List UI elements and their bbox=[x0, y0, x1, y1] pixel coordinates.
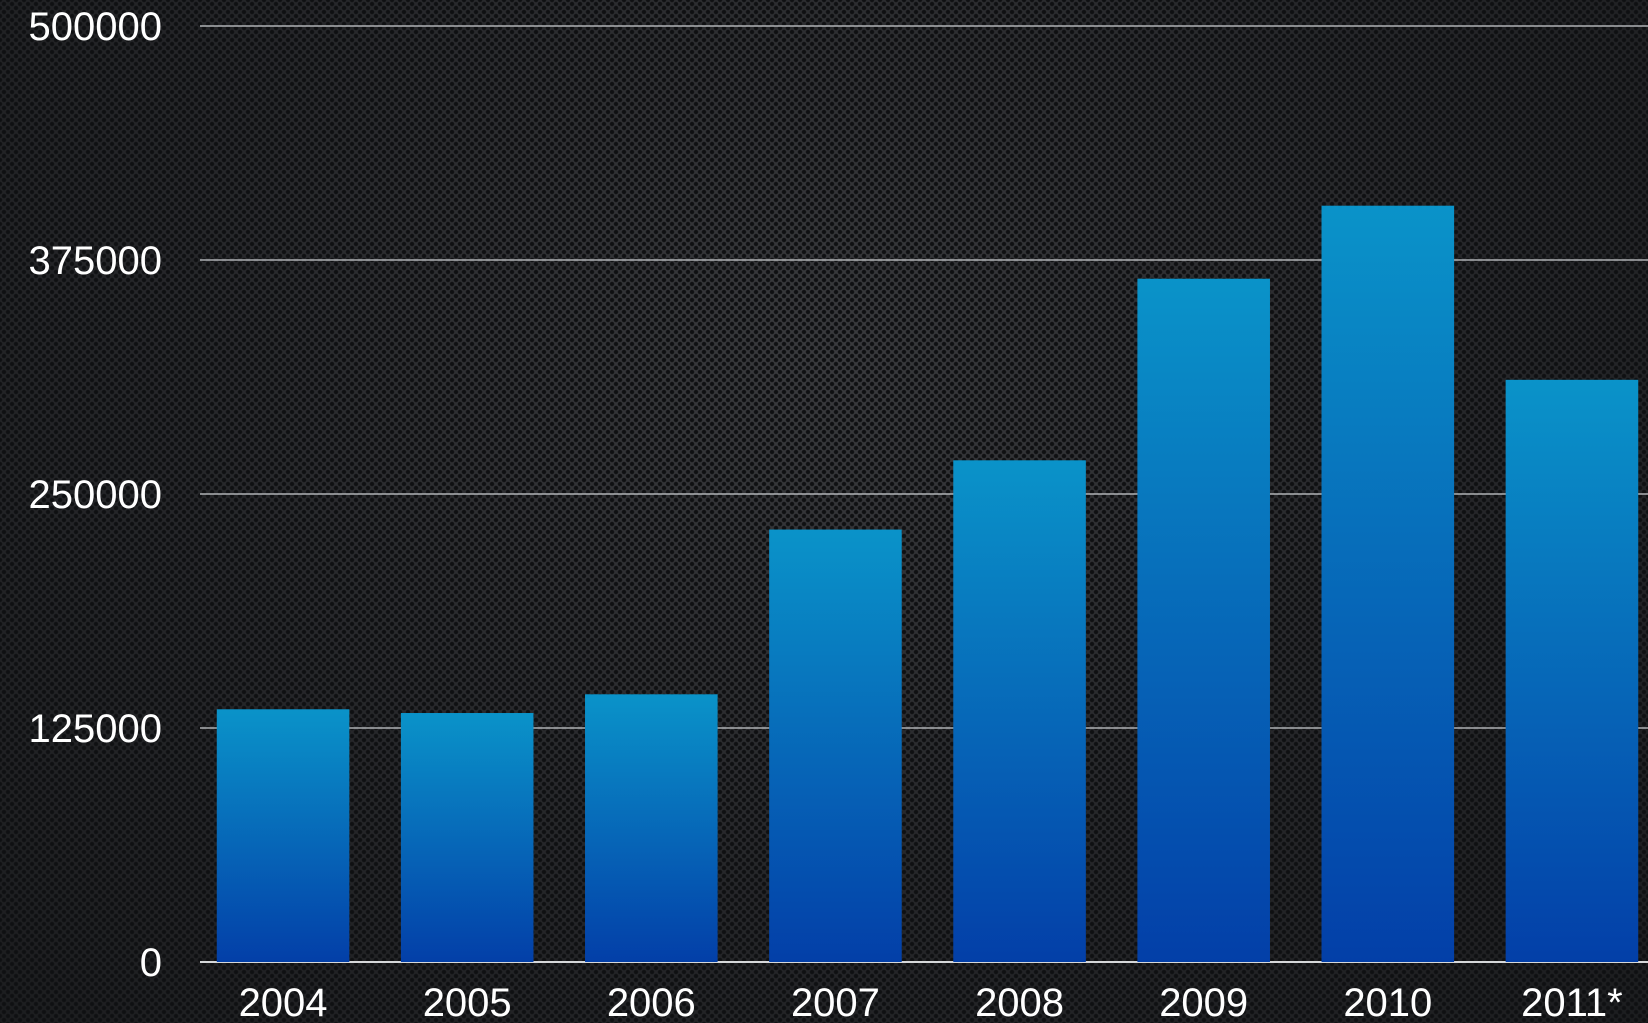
bar-2009 bbox=[1137, 278, 1270, 963]
bar-2007 bbox=[769, 529, 902, 962]
y-tick-label: 125000 bbox=[29, 707, 162, 751]
bar-2004 bbox=[216, 709, 350, 962]
bar-2010 bbox=[1321, 205, 1455, 962]
x-tick-label: 2008 bbox=[975, 981, 1064, 1023]
x-tick-label: 2005 bbox=[423, 981, 512, 1023]
x-tick-label: 2007 bbox=[791, 981, 880, 1023]
x-tick-label: 2006 bbox=[607, 981, 696, 1023]
y-axis-tick-labels: 0 125000 250000 375000 500000 bbox=[29, 5, 162, 985]
y-tick-label: 0 bbox=[140, 941, 162, 985]
y-tick-label: 500000 bbox=[29, 5, 162, 49]
bar-2006 bbox=[585, 694, 718, 962]
bar-2005 bbox=[400, 713, 534, 962]
bars bbox=[216, 205, 1639, 963]
x-axis-tick-labels: 2004 2005 2006 2007 2008 2009 2010 2011* bbox=[239, 981, 1623, 1023]
x-tick-label: 2011* bbox=[1521, 981, 1623, 1023]
bar-2008 bbox=[953, 460, 1086, 962]
y-tick-label: 375000 bbox=[29, 239, 162, 283]
bar-2011 bbox=[1505, 379, 1639, 963]
x-tick-label: 2010 bbox=[1343, 981, 1432, 1023]
y-tick-label: 250000 bbox=[29, 473, 162, 517]
x-tick-label: 2004 bbox=[239, 981, 328, 1023]
x-tick-label: 2009 bbox=[1159, 981, 1248, 1023]
